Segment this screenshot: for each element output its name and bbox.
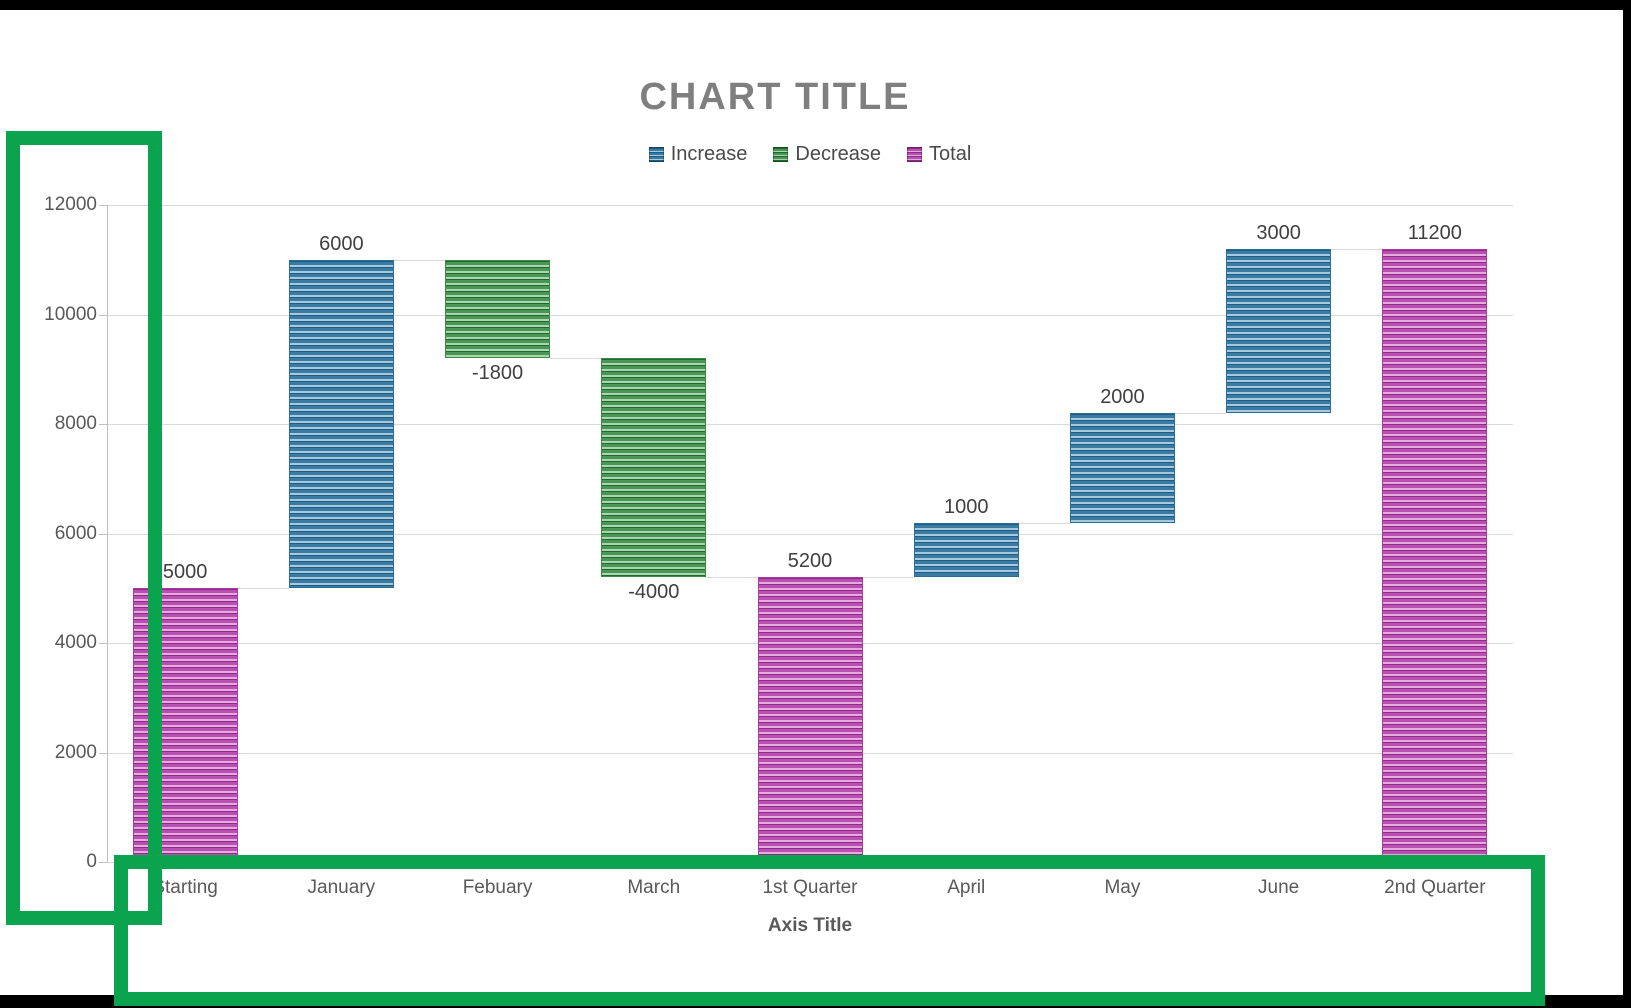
y-tick-mark-10000 <box>99 314 107 316</box>
category-label-May: May <box>1104 877 1141 898</box>
gridline-8000 <box>107 424 1513 425</box>
bar-2nd Quarter <box>1382 248 1488 862</box>
bar-value-label-1st Quarter: 5200 <box>787 550 833 573</box>
y-tick-mark-12000 <box>99 205 107 206</box>
legend-label: Decrease <box>795 143 882 165</box>
bar-1st Quarter <box>757 577 863 862</box>
y-tick-label-2000: 2000 <box>54 741 97 763</box>
y-tick-label-6000: 6000 <box>54 522 97 544</box>
category-label-June: June <box>1258 877 1300 898</box>
bar-value-label-June: 3000 <box>1256 221 1301 244</box>
bar-value-label-Febuary: -1800 <box>471 362 524 385</box>
connector-June-to-2nd Quarter <box>1331 248 1383 250</box>
legend-label: Increase <box>670 143 748 165</box>
category-label-January: January <box>307 877 376 898</box>
legend-label: Total <box>929 143 972 165</box>
bar-value-label-Starting: 5000 <box>162 561 208 584</box>
y-tick-mark-4000 <box>99 643 107 644</box>
y-tick-label-8000: 8000 <box>54 413 97 434</box>
bar-January <box>288 259 394 589</box>
legend-swatch-total <box>907 147 923 162</box>
gridline-6000 <box>107 533 1513 535</box>
connector-April-to-May <box>1018 522 1070 524</box>
bar-value-label-January: 6000 <box>319 232 364 255</box>
bar-May <box>1069 413 1175 523</box>
y-axis-highlight-box <box>6 131 162 925</box>
legend-item-total: Total <box>907 143 971 166</box>
bar-June <box>1226 248 1332 414</box>
y-axis-line <box>107 205 108 862</box>
legend-item-decrease: Decrease <box>773 143 881 166</box>
x-axis-title: Axis Title <box>767 915 853 936</box>
gridline-10000 <box>107 314 1513 316</box>
category-label-March: March <box>627 877 681 898</box>
category-label-2nd Quarter: 2nd Quarter <box>1384 877 1486 898</box>
category-label-Febuary: Febuary <box>462 877 533 898</box>
y-tick-mark-0 <box>99 862 107 863</box>
y-tick-label-4000: 4000 <box>54 632 97 653</box>
connector-Febuary-to-March <box>550 358 602 360</box>
connector-May-to-June <box>1174 413 1227 415</box>
y-tick-mark-8000 <box>99 424 107 425</box>
y-tick-mark-2000 <box>99 752 107 754</box>
connector-1st Quarter-to-April <box>862 577 914 579</box>
y-tick-label-0: 0 <box>86 851 97 872</box>
bar-value-label-April: 1000 <box>943 495 989 518</box>
chart-title: CHART TITLE <box>639 76 911 118</box>
connector-March-to-1st Quarter <box>706 577 758 579</box>
connector-January-to-Febuary <box>393 259 446 261</box>
gridline-12000 <box>107 205 1513 206</box>
legend-swatch-increase <box>648 147 664 162</box>
bar-March <box>601 358 707 578</box>
connector-Starting-to-January <box>237 588 289 590</box>
category-label-April: April <box>947 877 986 898</box>
bar-value-label-March: -4000 <box>628 581 680 604</box>
category-label-1st Quarter: 1st Quarter <box>762 877 858 898</box>
y-tick-label-12000: 12000 <box>44 194 97 215</box>
y-tick-label-10000: 10000 <box>44 303 97 325</box>
category-label-Starting: Starting <box>152 877 218 898</box>
bar-April <box>913 522 1019 578</box>
bar-value-label-May: 2000 <box>1100 386 1145 409</box>
legend-item-increase: Increase <box>648 143 748 166</box>
legend-swatch-decrease <box>773 147 789 162</box>
y-tick-mark-6000 <box>99 533 107 535</box>
bar-value-label-2nd Quarter: 11200 <box>1407 221 1462 244</box>
bar-Febuary <box>445 259 551 359</box>
x-axis-highlight-box <box>114 855 1545 1006</box>
chart-legend: Increase Decrease Total <box>40 143 1580 166</box>
